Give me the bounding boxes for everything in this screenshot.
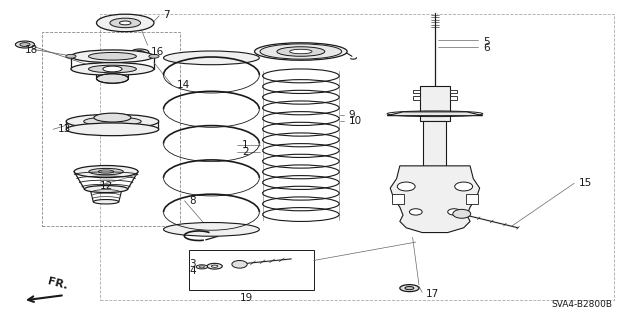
- Bar: [451, 90, 457, 93]
- Ellipse shape: [71, 63, 154, 75]
- Circle shape: [453, 209, 470, 218]
- Ellipse shape: [103, 66, 122, 72]
- Ellipse shape: [131, 49, 149, 55]
- Ellipse shape: [97, 74, 129, 83]
- Circle shape: [455, 182, 472, 191]
- Text: 17: 17: [426, 289, 438, 300]
- Ellipse shape: [20, 43, 30, 47]
- Text: 13: 13: [58, 124, 72, 134]
- Ellipse shape: [149, 54, 159, 58]
- Bar: [189, 250, 314, 290]
- Ellipse shape: [89, 168, 124, 175]
- Bar: [413, 96, 420, 100]
- Ellipse shape: [136, 50, 145, 54]
- Ellipse shape: [199, 266, 204, 268]
- Text: 15: 15: [579, 178, 592, 188]
- Ellipse shape: [211, 265, 218, 267]
- Polygon shape: [390, 166, 479, 233]
- Text: 12: 12: [100, 182, 113, 191]
- Ellipse shape: [94, 113, 131, 122]
- Bar: [451, 96, 457, 100]
- Bar: [100, 14, 614, 300]
- Bar: [424, 122, 447, 166]
- Ellipse shape: [66, 114, 159, 129]
- Ellipse shape: [97, 14, 154, 32]
- Circle shape: [410, 209, 422, 215]
- Text: 3: 3: [189, 259, 196, 269]
- Ellipse shape: [207, 263, 222, 269]
- Ellipse shape: [110, 18, 141, 28]
- Bar: [466, 195, 478, 204]
- Text: 6: 6: [483, 43, 490, 53]
- Text: 2: 2: [242, 146, 249, 157]
- Ellipse shape: [84, 117, 141, 126]
- Circle shape: [397, 182, 415, 191]
- Ellipse shape: [71, 50, 154, 63]
- Text: 7: 7: [164, 10, 170, 20]
- Text: 9: 9: [349, 110, 355, 120]
- Bar: [413, 90, 420, 93]
- Text: 8: 8: [189, 196, 196, 206]
- Bar: [42, 33, 179, 226]
- Bar: [392, 195, 404, 204]
- Polygon shape: [387, 112, 483, 116]
- Circle shape: [448, 209, 461, 215]
- Ellipse shape: [88, 52, 136, 60]
- Text: 1: 1: [242, 140, 249, 150]
- Ellipse shape: [74, 166, 138, 178]
- Circle shape: [232, 261, 247, 268]
- Ellipse shape: [88, 65, 136, 73]
- Ellipse shape: [196, 265, 207, 269]
- Ellipse shape: [99, 170, 114, 173]
- Ellipse shape: [84, 186, 128, 193]
- Text: 5: 5: [483, 37, 490, 47]
- Ellipse shape: [164, 51, 259, 65]
- Text: FR.: FR.: [47, 276, 69, 291]
- Ellipse shape: [400, 285, 419, 292]
- Ellipse shape: [66, 54, 76, 58]
- Text: 19: 19: [240, 293, 253, 303]
- Text: 14: 14: [176, 80, 189, 90]
- Ellipse shape: [405, 286, 414, 290]
- Text: 16: 16: [151, 47, 164, 56]
- Ellipse shape: [164, 223, 259, 236]
- Text: SVA4-B2800B: SVA4-B2800B: [552, 300, 612, 309]
- Bar: [420, 86, 451, 122]
- Ellipse shape: [255, 43, 347, 60]
- Text: 10: 10: [349, 116, 362, 126]
- Ellipse shape: [290, 49, 312, 54]
- Ellipse shape: [120, 21, 131, 25]
- Ellipse shape: [277, 47, 324, 56]
- Text: 18: 18: [25, 45, 38, 55]
- Ellipse shape: [260, 44, 342, 59]
- Ellipse shape: [66, 123, 159, 136]
- Text: 4: 4: [189, 266, 196, 276]
- Ellipse shape: [93, 199, 119, 204]
- Ellipse shape: [15, 41, 35, 48]
